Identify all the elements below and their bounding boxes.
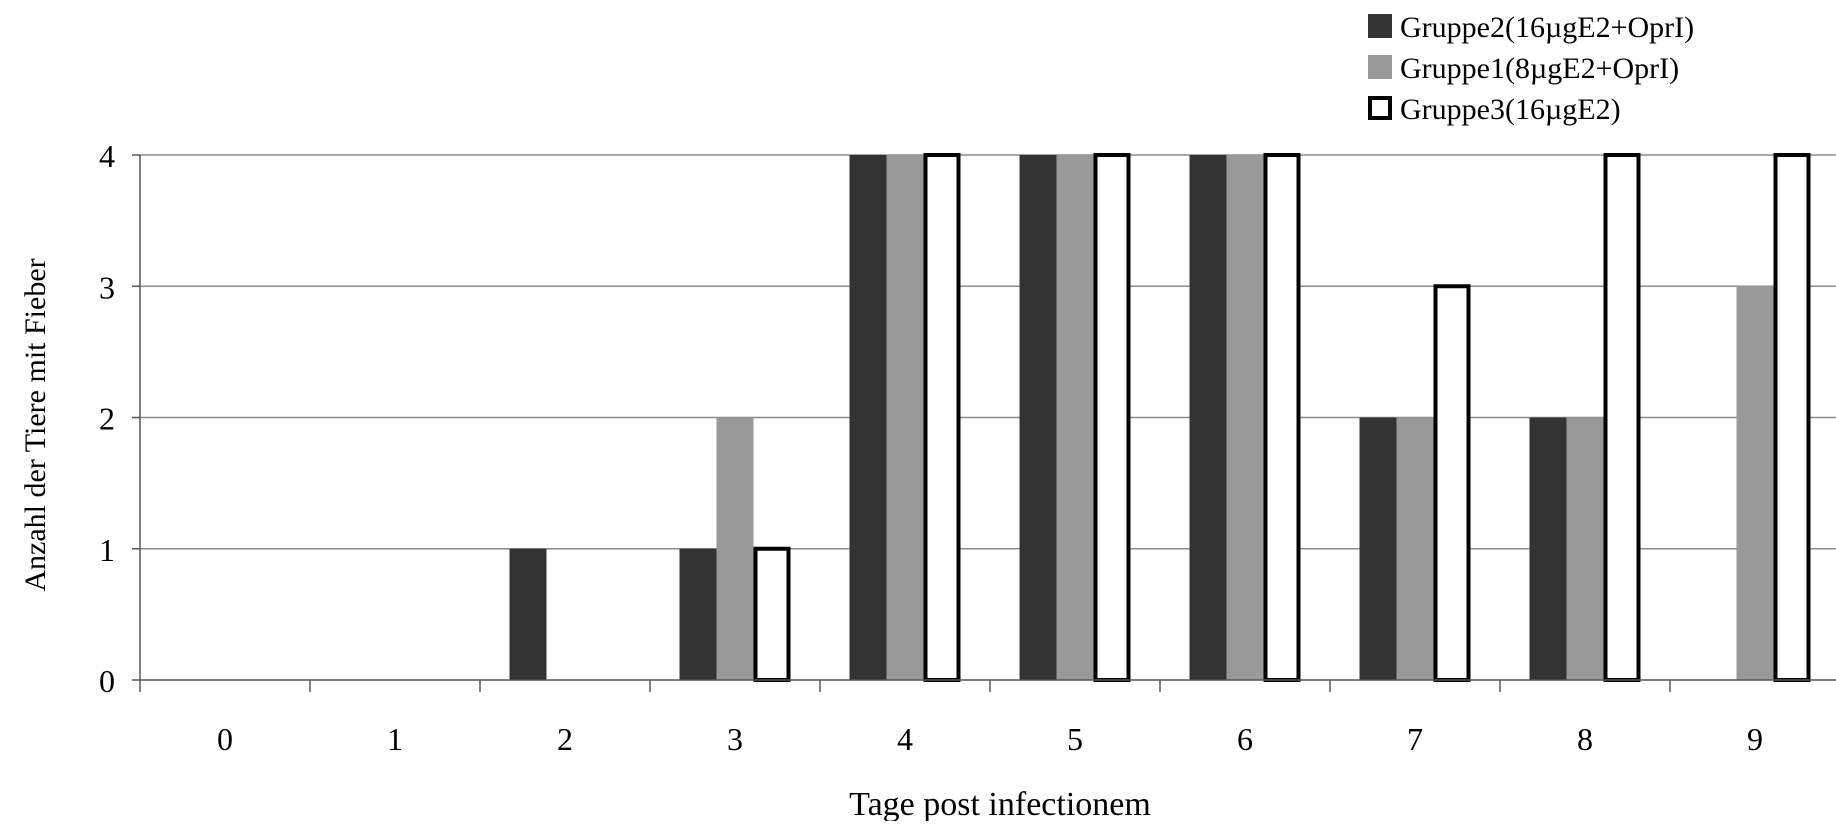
y-tick-label-3: 3 (99, 269, 115, 305)
legend-label-3: Gruppe3(16µgE2) (1400, 93, 1621, 126)
y-tick-label-0: 0 (99, 663, 115, 699)
bar-s3-5 (1093, 153, 1131, 682)
axes (132, 154, 1836, 692)
bar-s2-6 (1226, 155, 1264, 680)
legend-label-1: Gruppe2(16µgE2+OprI) (1400, 11, 1694, 44)
bar-s3-9 (1773, 153, 1811, 682)
y-axis-title: Anzahl der Tiere mit Fieber (19, 258, 52, 591)
bar-s1-8 (1529, 417, 1567, 680)
x-tick-label-8: 8 (1577, 721, 1593, 757)
bar-s3-3 (753, 546, 791, 682)
bar-s2-9 (1736, 286, 1774, 680)
legend-label-2: Gruppe1(8µgE2+OprI) (1400, 52, 1679, 85)
bar-s1-5 (1019, 155, 1057, 680)
y-tick-label-2: 2 (99, 401, 115, 437)
tick-labels: 0 1 2 3 4 0 1 2 3 4 5 6 7 8 9 (99, 138, 1763, 757)
bar-s2-3 (716, 417, 754, 680)
bar-s2-4 (886, 155, 924, 680)
x-tick-label-3: 3 (727, 721, 743, 757)
x-tick-label-5: 5 (1067, 721, 1083, 757)
bar-s3-6 (1263, 153, 1301, 682)
x-tick-label-7: 7 (1407, 721, 1423, 757)
x-tick-label-6: 6 (1237, 721, 1253, 757)
y-tick-label-1: 1 (99, 532, 115, 568)
bar-s1-3 (679, 548, 717, 680)
x-tick-label-9: 9 (1747, 721, 1763, 757)
bar-s1-4 (849, 155, 887, 680)
legend-swatch-3 (1368, 96, 1392, 120)
x-tick-label-1: 1 (387, 721, 403, 757)
legend-swatch-2 (1368, 55, 1392, 79)
bar-s3-4 (923, 153, 961, 682)
legend-swatch-1 (1368, 14, 1392, 38)
x-tick-label-4: 4 (897, 721, 913, 757)
bar-s1-7 (1359, 417, 1397, 680)
bar-s1-2 (509, 548, 547, 680)
bar-s2-7 (1396, 417, 1434, 680)
bars (509, 153, 1811, 682)
bar-s2-5 (1056, 155, 1094, 680)
legend: Gruppe2(16µgE2+OprI) Gruppe1(8µgE2+OprI) G… (1368, 11, 1694, 126)
x-tick-label-2: 2 (557, 721, 573, 757)
y-tick-label-4: 4 (99, 138, 115, 174)
x-axis-title: Tage post infectionem (849, 786, 1151, 821)
bar-s3-8 (1603, 153, 1641, 682)
x-tick-label-0: 0 (217, 721, 233, 757)
bar-s3-7 (1433, 284, 1471, 682)
bar-s2-8 (1566, 417, 1604, 680)
bar-s1-6 (1189, 155, 1227, 680)
